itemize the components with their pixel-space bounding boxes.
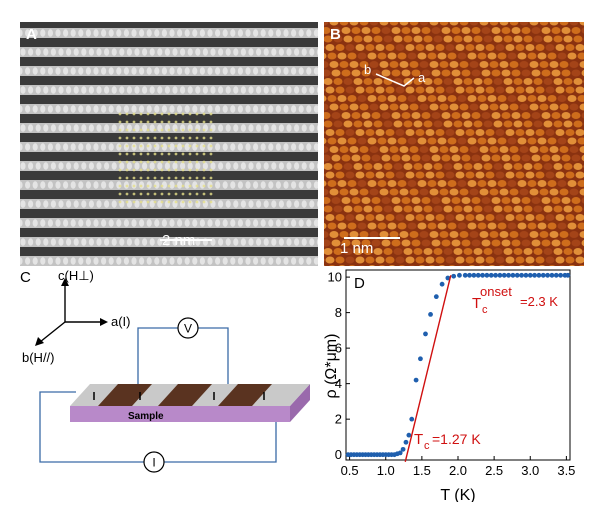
sample-block: Sample [70,384,310,422]
x-axis-ticks: 0.5 1.0 1.5 2.0 2.5 3.0 3.5 [341,456,575,478]
data-point [536,272,542,278]
annotation-tc: T c =1.27 K [414,431,481,452]
resistivity-chart: D 0.5 1.0 1.5 2.0 2.5 3.0 3.5 0 2 4 6 8 10 T (K) ρ … [323,269,575,504]
data-point [540,272,546,278]
stm-topography-image: ba [324,22,584,266]
data-point [471,272,477,278]
data-point [553,272,559,278]
data-point [406,432,412,438]
plot-frame [345,269,571,461]
data-points [345,272,571,458]
data-point [488,272,494,278]
data-point [428,311,433,317]
x-tick-label: 2.0 [449,463,467,478]
scale-bar-label-b: 1 nm [340,240,374,257]
data-point [532,272,537,278]
data-point [527,272,533,278]
data-point [403,439,409,445]
data-point [493,272,498,278]
data-point [413,377,419,383]
data-point [462,272,468,278]
onset-T: T [472,295,481,312]
axis-label-b: b(H//) [22,350,55,365]
data-point [549,272,555,278]
sample-label: Sample [128,411,164,422]
tc-subscript: c [424,440,430,452]
data-point [514,272,520,278]
tc-T: T [414,431,423,448]
data-point [506,272,511,278]
measurement-schematic: C c(H⊥) a(I) b(H//) V I [20,268,310,473]
y-tick-label: 6 [335,341,342,356]
voltmeter-icon [177,317,199,339]
data-point [433,294,439,300]
y-tick-label: 0 [335,447,342,462]
data-point [484,272,490,278]
tem-lattice-image [20,28,318,266]
y-axis-ticks: 0 2 4 6 8 10 [328,270,350,462]
panel-letter-a: A [26,26,37,43]
data-point [457,272,462,278]
data-point [418,356,423,362]
x-tick-label: 0.5 [341,463,359,478]
data-point [445,275,451,281]
panel-letter-c: C [20,269,31,286]
tc-value: =1.27 K [432,431,481,447]
axis-label-c: c(H⊥) [58,268,94,283]
panel-d-chart: D 0.5 1.0 1.5 2.0 2.5 3.0 3.5 0 2 4 6 8 10 T (K) ρ … [323,266,594,504]
y-tick-label: 4 [335,376,342,391]
panel-c-schematic: C c(H⊥) a(I) b(H//) V I [20,266,320,502]
panel-letter-d: D [354,275,365,292]
ammeter-label: I [152,456,155,470]
fit-line [404,275,452,462]
annotation-onset: T c onset =2.3 K [472,284,558,316]
lattice-label-a: a [418,70,426,85]
data-point [565,272,571,278]
scale-bar-label-a: 2 nm [162,232,196,249]
data-point [558,272,564,278]
data-point [497,272,503,278]
data-point [519,272,524,278]
x-tick-label: 3.0 [521,463,539,478]
y-tick-label: 8 [335,305,342,320]
panel-a-tem-image: A 2 nm [20,22,318,266]
y-tick-label: 10 [328,270,342,285]
onset-value: =2.3 K [520,294,558,309]
data-point [510,272,516,278]
axis-label-a: a(I) [111,314,131,329]
x-tick-label: 1.0 [377,463,395,478]
data-point [480,272,485,278]
lattice-vectors [375,73,415,87]
data-point [423,331,428,337]
data-point [439,281,445,287]
data-point [545,272,550,278]
data-point [409,416,415,422]
x-tick-label: 2.5 [485,463,503,478]
x-tick-label: 3.5 [557,463,575,478]
lattice-label-b: b [364,62,371,77]
data-point [475,272,481,278]
data-point [501,272,507,278]
data-point [523,272,529,278]
ammeter-icon [143,451,165,473]
data-point [397,450,403,456]
panel-letter-b: B [330,26,341,43]
y-tick-label: 2 [335,412,342,427]
onset-subscript: c [482,304,488,316]
data-point [400,446,406,452]
x-tick-label: 1.5 [413,463,431,478]
axes-triad: c(H⊥) a(I) b(H//) [22,268,131,365]
x-axis-label: T (K) [440,487,475,502]
data-point [467,272,472,278]
data-point [451,273,457,279]
y-axis-label: ρ (Ω*μm) [324,334,340,399]
onset-superscript: onset [480,284,512,299]
voltmeter-label: V [184,322,192,336]
